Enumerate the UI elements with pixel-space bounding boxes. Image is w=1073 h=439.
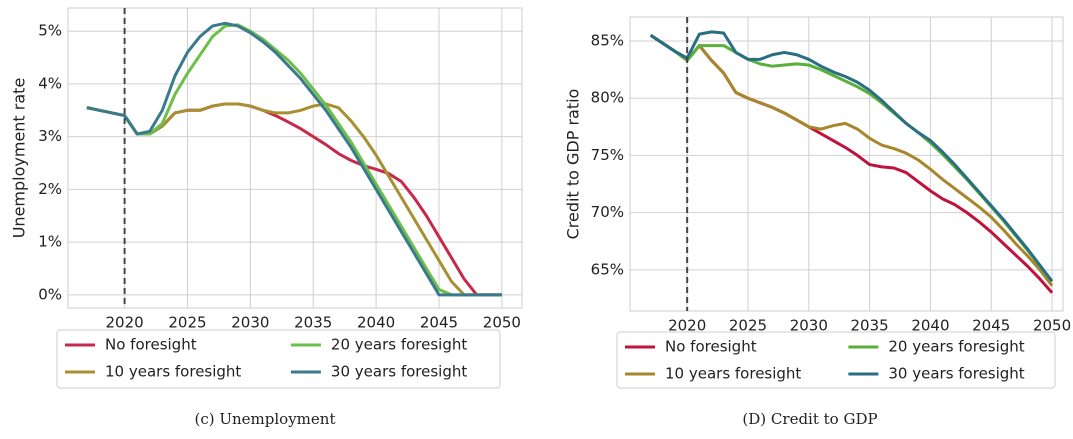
legend-label: 30 years foresight: [331, 363, 467, 381]
series-line: [649, 30, 1054, 283]
x-tick-label: 2030: [790, 317, 828, 335]
caption: (c) Unemployment: [195, 410, 336, 428]
legend-label: 10 years foresight: [665, 365, 801, 383]
legend-label: 20 years foresight: [888, 338, 1024, 356]
x-tick-label: 2045: [972, 317, 1010, 335]
y-tick-label: 70%: [591, 203, 624, 221]
y-tick-label: 5%: [38, 22, 62, 40]
y-tick-label: 80%: [591, 89, 624, 107]
legend-box: [56, 329, 501, 389]
legend-label: 20 years foresight: [331, 336, 467, 354]
y-tick-label: 1%: [38, 233, 62, 251]
x-tick-label: 2050: [1033, 317, 1071, 335]
legend-box: [616, 331, 1056, 389]
y-tick-label: 4%: [38, 74, 62, 92]
x-tick-label: 2030: [231, 314, 269, 332]
legend-label: 30 years foresight: [888, 365, 1024, 383]
series-line: [86, 21, 502, 297]
x-tick-label: 2050: [483, 314, 521, 332]
y-tick-label: 3%: [38, 127, 62, 145]
x-tick-label: 2045: [420, 314, 458, 332]
y-tick-label: 85%: [591, 32, 624, 50]
series-line: [86, 23, 502, 297]
plot-area: [67, 7, 523, 309]
legend-label: No foresight: [105, 336, 197, 354]
caption: (D) Credit to GDP: [742, 410, 877, 428]
y-axis-label: Unemployment rate: [10, 78, 29, 239]
x-tick-label: 2025: [729, 317, 767, 335]
y-tick-label: 75%: [591, 146, 624, 164]
x-tick-label: 2020: [105, 314, 143, 332]
y-tick-label: 0%: [38, 285, 62, 303]
y-tick-label: 65%: [591, 260, 624, 278]
legend-label: 10 years foresight: [105, 363, 241, 381]
plot-area: [629, 16, 1064, 312]
y-axis-label: Credit to GDP ratio: [564, 89, 583, 240]
x-tick-label: 2040: [357, 314, 395, 332]
legend-label: No foresight: [665, 338, 757, 356]
series-line: [649, 34, 1054, 287]
x-tick-label: 2025: [168, 314, 206, 332]
x-tick-label: 2035: [851, 317, 889, 335]
x-tick-label: 2020: [668, 317, 706, 335]
x-tick-label: 2035: [294, 314, 332, 332]
x-tick-label: 2040: [911, 317, 949, 335]
y-tick-label: 2%: [38, 180, 62, 198]
